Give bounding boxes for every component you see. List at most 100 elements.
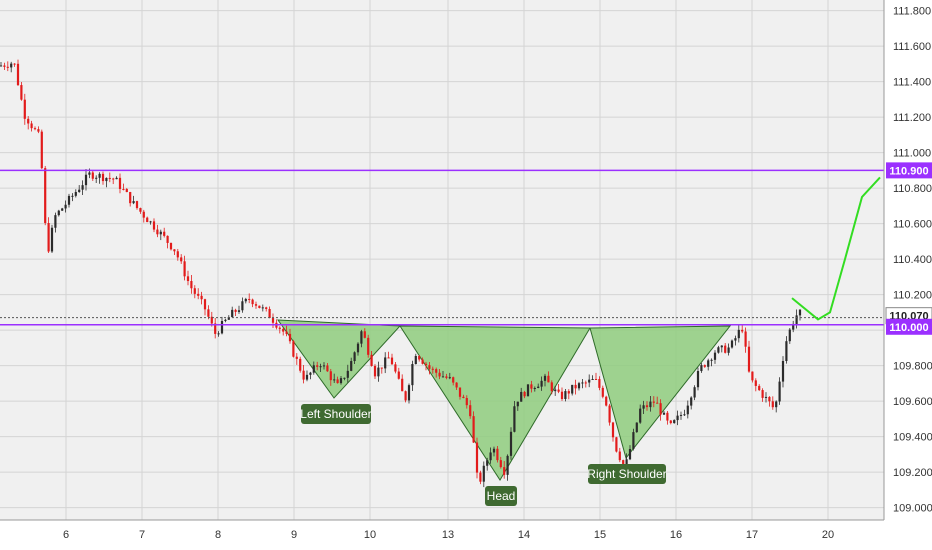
candle-body (720, 345, 723, 348)
candle-body (57, 210, 60, 216)
candle-body (214, 323, 217, 334)
candle-body (455, 382, 458, 388)
left-shoulder-label-bg (301, 404, 371, 424)
candle-body (523, 391, 526, 397)
candle-body (713, 352, 717, 360)
candle-body (788, 329, 791, 342)
candle-body (282, 328, 285, 332)
candle-body (135, 201, 139, 209)
candle-body (768, 396, 771, 402)
head-and-shoulders-pattern (276, 319, 732, 481)
price-axis-background (884, 0, 932, 550)
candle-body (271, 318, 275, 323)
price-tick-label: 109.200 (893, 467, 932, 479)
left-shoulder-label: Left Shoulder (300, 404, 372, 424)
candle-body (6, 66, 9, 68)
candle-body (292, 341, 295, 357)
candle-body (71, 195, 74, 197)
horizontal-grid (0, 10, 884, 509)
candle-body (642, 405, 645, 409)
projection-curve (791, 176, 881, 321)
candle-body (683, 414, 686, 416)
candle-body (628, 448, 632, 460)
candle-body (339, 378, 343, 384)
candle-body (469, 405, 472, 417)
candle-body (312, 365, 315, 373)
candle-body (472, 416, 475, 443)
candle-body (577, 383, 581, 389)
price-tick-label: 111.200 (893, 112, 931, 124)
candle-body (197, 293, 200, 296)
candle-body (775, 401, 778, 408)
candle-body (156, 229, 159, 235)
candle-body (159, 231, 162, 235)
candle-body (367, 337, 370, 355)
candle-body (605, 396, 608, 406)
candle-body (186, 276, 190, 282)
head-label-bg (485, 486, 517, 506)
date-tick-label: 10 (364, 529, 376, 541)
candle-body (591, 378, 594, 380)
candle-body (747, 346, 751, 372)
candle-body (656, 402, 659, 404)
candle-body (496, 448, 499, 461)
candle-body (44, 168, 47, 224)
candle-body (27, 118, 30, 124)
candle-body (652, 401, 655, 403)
candle-body (183, 261, 186, 277)
candle-body (241, 301, 244, 311)
candle-body (693, 387, 696, 398)
candle-body (390, 357, 394, 365)
candle-body (730, 340, 734, 348)
candle-body (13, 63, 16, 65)
candle-body (792, 323, 795, 330)
candle-body (632, 432, 635, 449)
candle-body (690, 397, 693, 406)
candle-body (601, 387, 604, 397)
price-tick-label: 111.400 (893, 77, 931, 89)
candle-body (696, 371, 700, 388)
price-tick-label: 109.400 (893, 432, 932, 444)
candle-body (370, 354, 373, 366)
candle-body (520, 391, 523, 402)
candle-body (224, 319, 227, 322)
candle-body (679, 414, 683, 416)
candle-body (421, 359, 424, 364)
candle-body (414, 355, 417, 365)
candle-body (10, 63, 13, 68)
candle-body (404, 391, 407, 401)
candle-body (622, 460, 625, 465)
candle-body (220, 321, 224, 334)
candle-body (295, 356, 298, 359)
candle-body (40, 131, 43, 169)
candle-body (407, 385, 411, 401)
candle-body (54, 215, 57, 228)
candle-body (441, 376, 445, 378)
candle-body (81, 185, 84, 190)
candle-body (465, 398, 468, 406)
candle-body (180, 257, 183, 262)
candle-body (217, 333, 220, 335)
candle-body (33, 128, 37, 130)
candle-body (659, 403, 662, 415)
candle-body (173, 249, 176, 252)
date-tick-label: 9 (291, 529, 297, 541)
candle-body (30, 123, 33, 129)
candle-body (377, 367, 380, 377)
price-tick-label: 110.600 (893, 219, 932, 231)
candle-body (489, 452, 492, 461)
candle-body (227, 317, 230, 320)
price-tick-label: 109.600 (893, 396, 932, 408)
candle-body (265, 307, 268, 309)
candle-body (543, 375, 547, 381)
candle-body (438, 372, 441, 377)
candle-body (564, 391, 567, 400)
candle-body (424, 363, 428, 366)
candle-body (741, 329, 744, 332)
candle-body (200, 295, 203, 300)
candle-body (418, 355, 421, 360)
candle-body (142, 211, 145, 218)
candle-body (309, 372, 312, 375)
plot-background (0, 0, 884, 520)
candle-body (492, 448, 496, 453)
